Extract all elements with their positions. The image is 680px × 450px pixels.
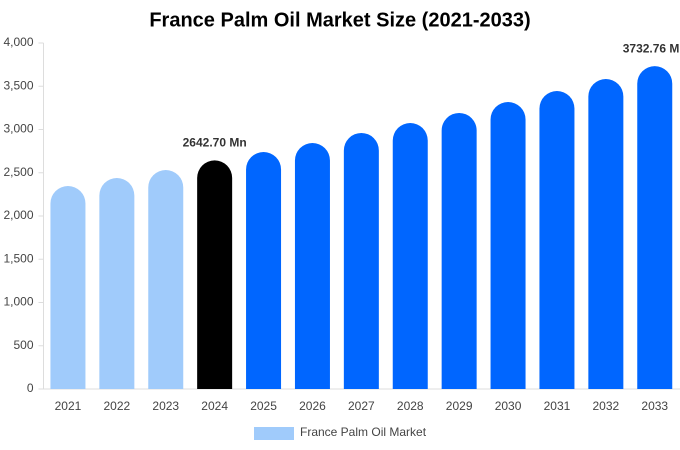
x-tick-label: 2029 [446, 399, 473, 413]
x-tick-label: 2023 [152, 399, 179, 413]
y-tick-label: 2,500 [3, 165, 33, 179]
bar [588, 78, 624, 389]
y-tick-label: 0 [27, 381, 34, 395]
bar [490, 101, 526, 390]
x-tick-label: 2024 [201, 399, 228, 413]
x-tick-label: 2022 [103, 399, 130, 413]
bar [637, 66, 673, 389]
x-tick-label: 2031 [544, 399, 571, 413]
x-tick-label: 2032 [592, 399, 619, 413]
y-tick-label: 2,000 [3, 208, 33, 222]
legend-swatch [254, 427, 294, 440]
x-tick-label: 2030 [495, 399, 522, 413]
bar [246, 152, 282, 389]
x-tick-label: 2027 [348, 399, 375, 413]
value-label: 2642.70 Mn [183, 136, 247, 150]
bar [539, 91, 575, 389]
y-tick-label: 3,000 [3, 122, 33, 136]
y-tick-label: 500 [13, 338, 33, 352]
bar [343, 132, 379, 389]
bar [441, 112, 477, 389]
bar [197, 160, 233, 389]
y-tick-label: 1,500 [3, 251, 33, 265]
y-tick-label: 4,000 [3, 35, 33, 49]
x-tick-label: 2028 [397, 399, 424, 413]
bar [50, 185, 86, 389]
y-tick-label: 1,000 [3, 295, 33, 309]
bar [99, 178, 135, 389]
chart-title: France Palm Oil Market Size (2021-2033) [149, 9, 530, 31]
y-tick-label: 3,500 [3, 78, 33, 92]
legend-label: France Palm Oil Market [300, 425, 427, 439]
x-tick-label: 2025 [250, 399, 277, 413]
value-label: 3732.76 Mn [623, 41, 680, 55]
x-tick-label: 2033 [641, 399, 668, 413]
x-tick-label: 2021 [55, 399, 82, 413]
bar [294, 142, 330, 389]
x-tick-label: 2026 [299, 399, 326, 413]
bar [148, 169, 184, 389]
bar [392, 123, 428, 389]
